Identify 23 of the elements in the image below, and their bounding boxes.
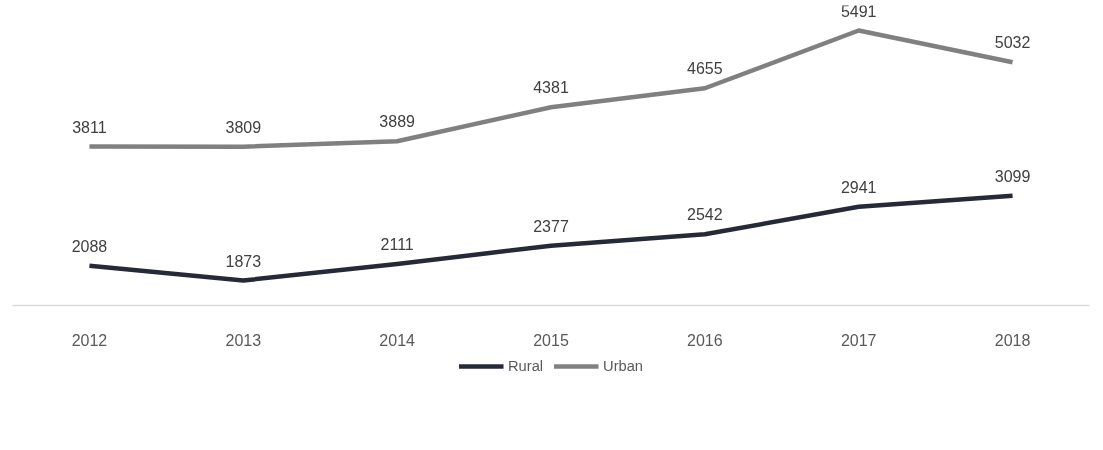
data-label: 1873: [225, 252, 262, 270]
data-label: 2111: [380, 236, 414, 254]
x-tick-label: 2016: [687, 331, 723, 349]
x-tick-label: 2015: [533, 331, 569, 349]
x-tick-label: 2013: [225, 331, 262, 349]
x-tick-label: 2017: [840, 331, 877, 349]
legend-label: Rural: [508, 358, 544, 374]
data-label: 4381: [533, 79, 569, 97]
x-tick-label: 2018: [994, 331, 1031, 349]
data-label: 2941: [840, 178, 877, 196]
data-label: 2542: [687, 206, 723, 224]
legend-label: Urban: [603, 358, 643, 374]
data-label: 2377: [533, 217, 569, 235]
x-tick-label: 2014: [379, 331, 416, 349]
data-label: 4655: [687, 60, 723, 78]
data-label: 3889: [379, 113, 416, 131]
data-label: 3809: [225, 118, 262, 136]
data-label: 5032: [994, 34, 1031, 52]
data-label: 3099: [994, 167, 1031, 185]
x-tick-label: 2012: [71, 331, 108, 349]
data-label: 5491: [840, 2, 877, 20]
data-label: 2088: [71, 237, 108, 255]
data-label: 3811: [72, 118, 107, 136]
